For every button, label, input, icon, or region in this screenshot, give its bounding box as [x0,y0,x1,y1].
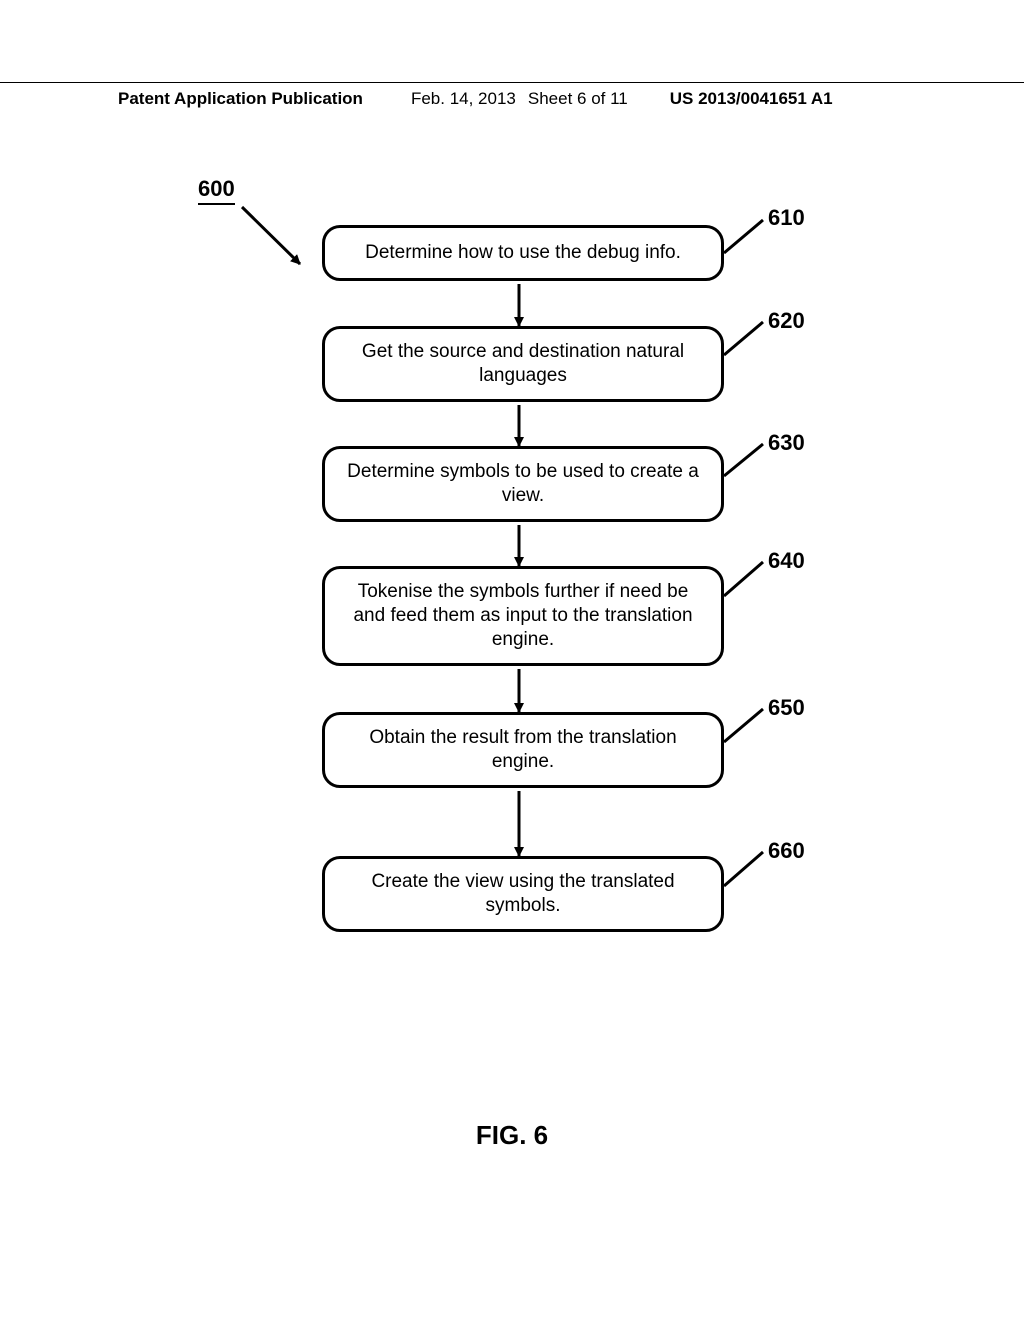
flow-step-ref-610: 610 [768,205,805,231]
flow-step-text: Create the view using the translated sym… [345,870,701,918]
figure-caption: FIG. 6 [0,1120,1024,1151]
flow-step-620: Get the source and destination natural l… [322,326,724,402]
flow-step-610: Determine how to use the debug info. [322,225,724,281]
flow-step-ref-630: 630 [768,430,805,456]
flow-step-text: Get the source and destination natural l… [345,340,701,388]
flow-step-text: Tokenise the symbols further if need be … [345,580,701,651]
flow-step-ref-660: 660 [768,838,805,864]
flow-step-ref-620: 620 [768,308,805,334]
flow-step-text: Determine how to use the debug info. [365,241,681,265]
flow-step-ref-650: 650 [768,695,805,721]
flow-step-ref-640: 640 [768,548,805,574]
flow-step-630: Determine symbols to be used to create a… [322,446,724,522]
flow-step-640: Tokenise the symbols further if need be … [322,566,724,666]
flow-step-text: Determine symbols to be used to create a… [345,460,701,508]
flow-step-660: Create the view using the translated sym… [322,856,724,932]
flow-step-650: Obtain the result from the translation e… [322,712,724,788]
flow-step-text: Obtain the result from the translation e… [345,726,701,774]
